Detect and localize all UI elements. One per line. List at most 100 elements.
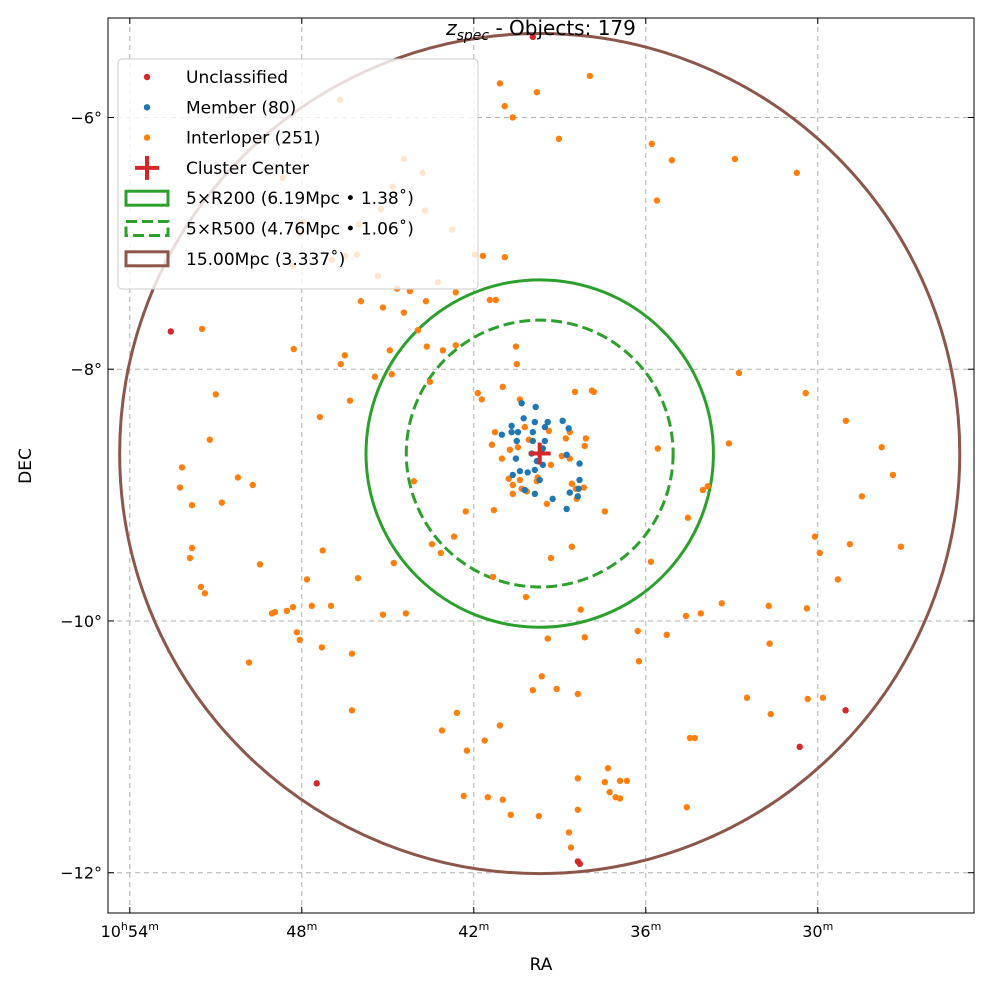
radius-circles xyxy=(118,31,962,876)
legend-box xyxy=(117,58,479,290)
member-point xyxy=(576,460,583,467)
member-point xyxy=(566,489,574,496)
interloper-point xyxy=(507,811,514,819)
member-point xyxy=(541,423,549,431)
interloper-point xyxy=(293,629,301,636)
interloper-point xyxy=(390,559,398,567)
legend-item-unclassified: Unclassified xyxy=(143,68,288,88)
interloper-point xyxy=(743,694,751,701)
interloper-point xyxy=(410,478,418,485)
interloper-point xyxy=(686,734,694,742)
member-point xyxy=(531,418,539,426)
member-point xyxy=(574,493,582,500)
circle-r200 xyxy=(364,278,715,629)
member-point xyxy=(514,428,522,436)
y-tick-label: −12° xyxy=(60,864,102,883)
interloper-point xyxy=(422,298,430,305)
interloper-point xyxy=(492,296,500,304)
legend-label: Interloper (251) xyxy=(186,129,320,149)
member-point xyxy=(508,428,515,436)
member-point xyxy=(576,476,583,484)
interloper-point xyxy=(402,610,410,617)
interloper-point xyxy=(289,603,297,611)
interloper-point xyxy=(490,506,498,514)
interloper-point xyxy=(533,89,541,96)
member-point xyxy=(565,425,572,432)
interloper-point xyxy=(765,602,772,610)
circle-mpc15 xyxy=(118,31,962,876)
legend-label: Member (80) xyxy=(186,98,296,118)
interloper-point xyxy=(683,804,690,811)
interloper-point xyxy=(803,605,811,612)
interloper-point xyxy=(439,347,447,354)
interloper-point xyxy=(318,644,326,651)
interloper-point xyxy=(568,543,576,550)
interloper-point xyxy=(509,481,516,489)
member-point xyxy=(536,476,543,484)
member-point xyxy=(531,466,539,474)
interloper-point xyxy=(567,844,575,851)
legend-label: Cluster Center xyxy=(186,159,309,179)
interloper-point xyxy=(574,690,582,698)
interloper-point xyxy=(889,471,897,479)
interloper-point xyxy=(388,371,395,378)
interloper-point xyxy=(697,610,705,617)
interloper-point xyxy=(474,389,481,397)
interloper-point xyxy=(327,602,335,610)
interloper-point xyxy=(668,157,676,164)
legend-swatch-icon xyxy=(124,189,170,207)
interloper-point xyxy=(371,373,379,380)
interloper-point xyxy=(878,444,885,451)
interloper-point xyxy=(450,533,458,540)
x-axis-label: RA xyxy=(530,955,553,975)
interloper-point xyxy=(506,446,514,453)
interloper-point xyxy=(574,775,582,782)
y-tick-label: −8° xyxy=(70,360,102,379)
member-point xyxy=(544,418,551,426)
interloper-point xyxy=(793,169,801,177)
interloper-point xyxy=(438,727,446,734)
interloper-point xyxy=(571,388,579,396)
interloper-point xyxy=(606,788,613,796)
interloper-point xyxy=(834,576,842,583)
interloper-point xyxy=(337,360,344,368)
interloper-point xyxy=(348,650,356,657)
interloper-point xyxy=(437,549,445,557)
legend-label: Unclassified xyxy=(186,68,288,88)
interloper-point xyxy=(811,533,819,540)
interloper-point xyxy=(489,573,497,581)
legend-item-r500: 5×R500 (4.76Mpc • 1.06˚) xyxy=(124,219,414,240)
interloper-point xyxy=(663,631,670,639)
interloper-point xyxy=(296,636,303,644)
member-point xyxy=(524,469,531,476)
y-axis-label: DEC xyxy=(16,448,36,484)
interloper-point xyxy=(858,493,866,500)
interloper-point xyxy=(513,360,520,368)
interloper-point xyxy=(582,435,590,442)
interloper-point xyxy=(725,440,733,447)
interloper-point xyxy=(802,389,809,397)
unclassified-point xyxy=(842,707,849,714)
interloper-point xyxy=(478,396,486,403)
interloper-point xyxy=(553,685,560,693)
member-point xyxy=(532,403,539,411)
member-point xyxy=(509,471,516,479)
interloper-point xyxy=(547,461,555,469)
interloper-point xyxy=(379,611,387,618)
member-point xyxy=(531,490,539,498)
interloper-point xyxy=(581,442,588,450)
interloper-point xyxy=(245,659,253,666)
interloper-point xyxy=(565,829,573,836)
member-point xyxy=(512,455,520,462)
interloper-point xyxy=(176,484,184,491)
interloper-point xyxy=(634,627,641,635)
interloper-point xyxy=(271,608,279,616)
x-tick-label: 42m xyxy=(458,920,489,941)
interloper-point xyxy=(616,777,624,785)
interloper-point xyxy=(484,793,492,801)
interloper-point xyxy=(545,427,553,435)
legend-swatch-icon xyxy=(124,250,170,268)
x-tick-label: 30m xyxy=(802,920,833,941)
member-point xyxy=(508,422,515,430)
member-point xyxy=(518,399,525,407)
